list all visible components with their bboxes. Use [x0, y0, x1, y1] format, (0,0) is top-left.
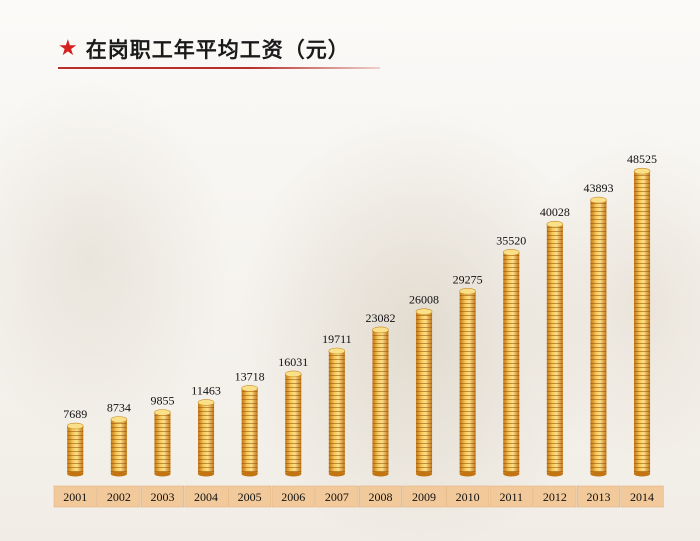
- year-cell-2002: [97, 485, 141, 508]
- bar-2001: [66, 422, 84, 477]
- year-label-2012: 2012: [543, 490, 567, 504]
- year-cell-2013: [576, 485, 621, 508]
- value-label-2007: 19711: [322, 332, 352, 346]
- year-label-2007: 2007: [325, 490, 349, 504]
- year-cell-2008: [358, 485, 403, 508]
- value-label-2003: 9855: [150, 394, 174, 408]
- bar-2008: [372, 326, 389, 477]
- bar-2003: [154, 409, 171, 477]
- year-cell-2005: [228, 485, 272, 508]
- year-cell-2007: [315, 485, 359, 508]
- data-labels: 7689 8734 9855 11463 13718 16031 19711 23082 260…: [63, 152, 657, 421]
- value-label-2009: 26008: [409, 293, 439, 307]
- year-label-2002: 2002: [107, 490, 131, 504]
- year-cell-2001: [53, 485, 97, 508]
- bar-series: [66, 167, 651, 477]
- year-label-2003: 2003: [150, 490, 174, 504]
- red-star-icon: ★: [58, 36, 78, 61]
- year-cell-2003: [140, 485, 184, 508]
- value-label-2014: 48525: [627, 152, 657, 166]
- bar-2013: [590, 196, 607, 477]
- year-cell-2012: [533, 485, 577, 508]
- year-cell-2004: [184, 485, 228, 508]
- bar-2004: [197, 399, 215, 477]
- bar-2002: [110, 416, 128, 477]
- value-label-2004: 11463: [191, 383, 221, 397]
- year-label-2010: 2010: [456, 490, 480, 504]
- year-label-2009: 2009: [412, 490, 436, 504]
- bar-2006: [284, 370, 302, 477]
- bar-2009: [415, 308, 433, 477]
- value-label-2013: 43893: [583, 181, 613, 195]
- year-label-2011: 2011: [499, 490, 523, 504]
- value-label-2008: 23082: [365, 311, 395, 325]
- year-label-2014: 2014: [630, 490, 654, 504]
- value-label-2010: 29275: [453, 272, 483, 286]
- chart-title: 在岗职工年平均工资（元）: [85, 38, 350, 62]
- bar-2012: [546, 220, 564, 477]
- year-label-2006: 2006: [281, 490, 305, 504]
- value-label-2011: 35520: [496, 233, 526, 247]
- value-label-2006: 16031: [278, 355, 308, 369]
- value-label-2005: 13718: [235, 369, 265, 383]
- bar-2011: [502, 249, 520, 477]
- year-label-2005: 2005: [238, 490, 262, 504]
- bar-2007: [328, 347, 346, 477]
- year-label-2008: 2008: [368, 490, 392, 504]
- value-label-2012: 40028: [540, 205, 570, 219]
- bar-2014: [633, 167, 651, 477]
- chart-header: ★ 在岗职工年平均工资（元）: [58, 34, 350, 64]
- year-cell-2006: [271, 485, 315, 508]
- title-underline: [58, 67, 380, 69]
- year-axis-band: 2001 2002 2003 2004 2005 2006 2007 2008 2009 2010…: [53, 485, 664, 508]
- year-label-2013: 2013: [586, 490, 610, 504]
- year-cell-2010: [446, 485, 490, 508]
- year-label-2001: 2001: [63, 490, 87, 504]
- value-label-2002: 8734: [107, 400, 131, 414]
- value-label-2001: 7689: [63, 407, 87, 421]
- year-cell-2014: [620, 485, 664, 508]
- year-label-2004: 2004: [194, 490, 218, 504]
- year-cell-2011: [489, 485, 533, 508]
- bar-2005: [241, 385, 258, 477]
- bar-2010: [459, 288, 476, 477]
- year-cell-2009: [402, 485, 446, 508]
